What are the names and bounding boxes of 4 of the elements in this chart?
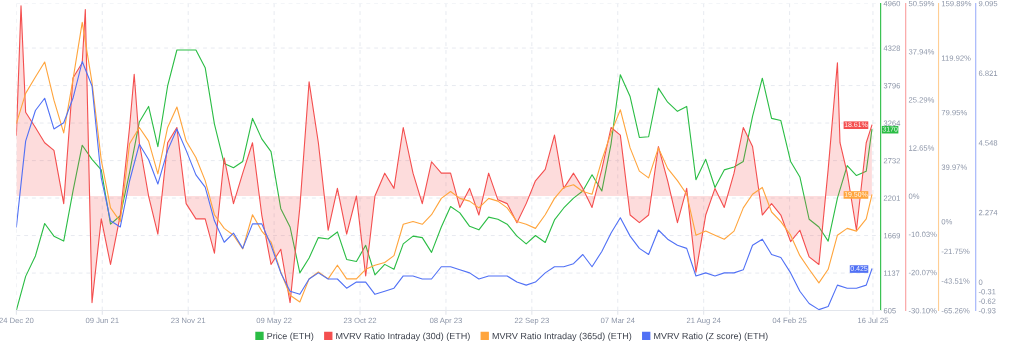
- legend-label: MVRV Ratio Intraday (30d) (ETH): [336, 332, 470, 341]
- legend-label: MVRV Ratio (Z score) (ETH): [654, 332, 768, 341]
- legend-label: Price (ETH): [267, 332, 314, 341]
- legend-label: MVRV Ratio Intraday (365d) (ETH): [492, 332, 632, 341]
